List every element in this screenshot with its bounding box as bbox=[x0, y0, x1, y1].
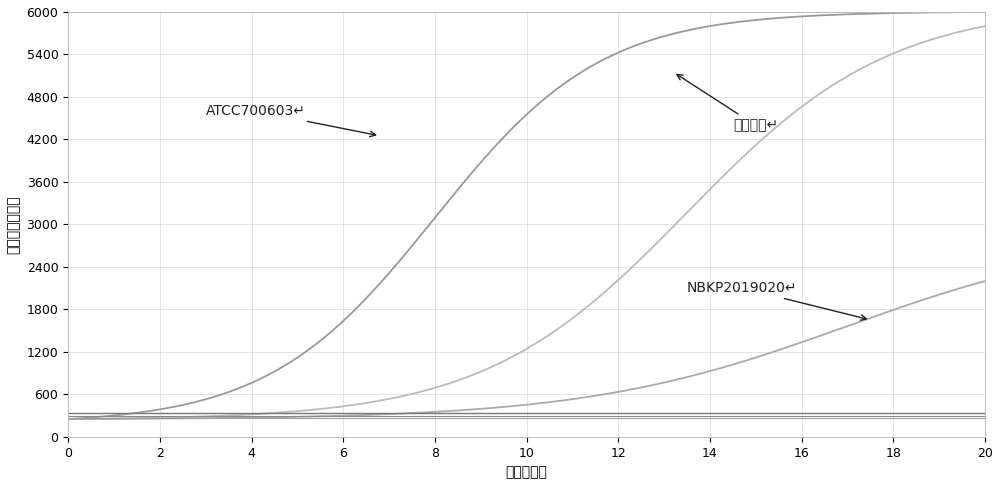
X-axis label: 时间（分）: 时间（分） bbox=[506, 465, 548, 479]
Text: ATCC700603↵: ATCC700603↵ bbox=[206, 104, 376, 137]
Y-axis label: 荧光值（相对）: 荧光值（相对） bbox=[7, 195, 21, 254]
Text: NBKP2019020↵: NBKP2019020↵ bbox=[687, 281, 866, 320]
Text: 阳性对照↵: 阳性对照↵ bbox=[677, 74, 778, 132]
